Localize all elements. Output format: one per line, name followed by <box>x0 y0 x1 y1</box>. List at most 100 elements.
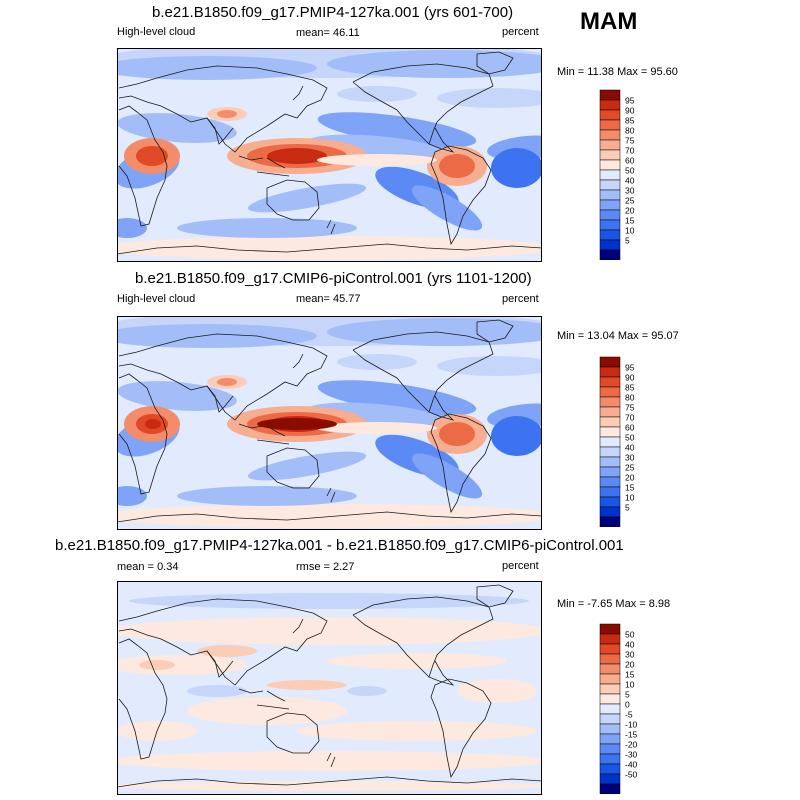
panel2-colorbar-tick-label: 5 <box>625 503 630 513</box>
panel3-minmax: Min = -7.65 Max = 8.98 <box>557 598 671 610</box>
panel3-colorbar-tick-label: -5 <box>625 710 633 720</box>
panel1-map-coastlines <box>117 51 542 255</box>
panel1-colorbar-swatch <box>599 149 621 161</box>
panel2-colorbar-swatch <box>599 366 621 378</box>
panel3-colorbar-swatch <box>599 643 621 655</box>
panel1-map-field <box>117 48 542 262</box>
panel3-colorbar-swatch <box>599 633 621 645</box>
panel1-mean: mean= 46.11 <box>296 27 360 39</box>
panel1-colorbar-tick-label: 25 <box>625 196 635 206</box>
panel3-colorbar-tick-label: 0 <box>625 700 630 710</box>
panel2-map-frame <box>117 316 542 530</box>
panel3-colorbar-swatch <box>599 723 621 735</box>
panel2-colorbar-tick-label: 60 <box>625 423 635 433</box>
panel3-colorbar-swatch <box>599 753 621 765</box>
panel1-colorbar-swatch <box>599 129 621 141</box>
panel3-units: percent <box>502 560 539 572</box>
panel2-colorbar-tick-label: 30 <box>625 453 635 463</box>
panel2-colorbar-tick-label: 90 <box>625 373 635 383</box>
panel1-colorbar-swatch <box>599 189 621 201</box>
panel1-colorbar-tick-label: 5 <box>625 236 630 246</box>
panel1-colorbar-swatch <box>599 199 621 211</box>
panel3-map <box>117 581 542 795</box>
panel1-colorbar-tick-label: 70 <box>625 146 635 156</box>
panel2-colorbar-tick-label: 40 <box>625 443 635 453</box>
panel3-colorbar-tick-label: -40 <box>625 760 638 770</box>
panel3-colorbar-swatch <box>599 673 621 685</box>
panel1-colorbar-tick-label: 80 <box>625 126 635 136</box>
panel2-colorbar-swatch <box>599 386 621 398</box>
panel1-colorbar-swatch <box>599 159 621 171</box>
panel1-colorbar-swatch <box>599 139 621 151</box>
panel2-colorbar-swatch <box>599 456 621 468</box>
panel3-colorbar-swatch <box>599 703 621 715</box>
panel2-colorbar-tick-label: 80 <box>625 393 635 403</box>
panel1-map <box>117 48 542 262</box>
panel3-colorbar-tick-label: 40 <box>625 640 635 650</box>
panel1-colorbar-swatch <box>599 229 621 241</box>
panel1-colorbar-swatch <box>599 99 621 111</box>
panel1-colorbar-tick-label: 95 <box>625 96 635 106</box>
panel3-colorbar-swatch <box>599 663 621 675</box>
panel3-colorbar-tick-label: 10 <box>625 680 635 690</box>
panel2-colorbar-swatch <box>599 396 621 408</box>
panel1-colorbar-tick-label: 10 <box>625 226 635 236</box>
panel1-colorbar-swatch <box>599 209 621 221</box>
panel2-colorbar-swatch <box>599 376 621 388</box>
panel2-colorbar-tick-label: 20 <box>625 473 635 483</box>
panel3-colorbar-tick-label: -50 <box>625 770 638 780</box>
panel3-rmse: rmse = 2.27 <box>296 561 355 573</box>
panel2-colorbar-swatch <box>599 466 621 478</box>
panel2-colorbar-swatch <box>599 416 621 428</box>
panel1-colorbar-swatch <box>599 179 621 191</box>
panel2-colorbar-tick-label: 75 <box>625 403 635 413</box>
panel3-colorbar-tick-label: 20 <box>625 660 635 670</box>
panel2-colorbar-swatch <box>599 506 621 518</box>
panel1-minmax: Min = 11.38 Max = 95.60 <box>557 66 678 78</box>
panel1-colorbar-swatch <box>599 89 621 101</box>
panel3-mean: mean = 0.34 <box>117 561 179 573</box>
panel2-units: percent <box>502 293 539 305</box>
panel2-colorbar-tick-label: 10 <box>625 493 635 503</box>
panel2-minmax: Min = 13.04 Max = 95.07 <box>557 330 679 342</box>
panel3-colorbar-tick-label: -30 <box>625 750 638 760</box>
panel3-title: b.e21.B1850.f09_g17.PMIP4-127ka.001 - b.… <box>55 537 624 554</box>
season-label: MAM <box>580 8 638 35</box>
panel1-colorbar-tick-label: 40 <box>625 176 635 186</box>
panel1-colorbar-tick-label: 20 <box>625 206 635 216</box>
panel2-colorbar-tick-label: 70 <box>625 413 635 423</box>
panel3-colorbar-swatch <box>599 623 621 635</box>
panel1-units: percent <box>502 26 539 38</box>
panel2-map-field <box>117 316 542 530</box>
panel2-colorbar-swatch <box>599 426 621 438</box>
panel1-title: b.e21.B1850.f09_g17.PMIP4-127ka.001 (yrs… <box>152 4 514 21</box>
panel1-map-frame <box>117 48 542 262</box>
panel1-colorbar-tick-label: 85 <box>625 116 635 126</box>
panel3-colorbar-tick-label: 15 <box>625 670 635 680</box>
panel1-colorbar-swatch <box>599 239 621 251</box>
panel1-colorbar-tick-label: 30 <box>625 186 635 196</box>
panel1-colorbar-tick-label: 60 <box>625 156 635 166</box>
panel2-variable-label: High-level cloud <box>117 293 196 305</box>
panel3-map-field <box>117 581 542 795</box>
panel1-colorbar-tick-label: 75 <box>625 136 635 146</box>
panel1-colorbar-swatch <box>599 109 621 121</box>
panel2-colorbar-swatch <box>599 436 621 448</box>
panel3-map-frame <box>117 581 542 795</box>
panel3-colorbar-swatch <box>599 743 621 755</box>
panel2-map <box>117 316 542 530</box>
panel2-colorbar-tick-label: 50 <box>625 433 635 443</box>
panel3-colorbar-swatch <box>599 713 621 725</box>
panel3-colorbar-swatch <box>599 653 621 665</box>
panel2-colorbar-tick-label: 95 <box>625 363 635 373</box>
panel2-colorbar-swatch <box>599 516 621 527</box>
panel3-colorbar-swatch <box>599 783 621 794</box>
panel1-colorbar-swatch <box>599 249 621 260</box>
panel2-colorbar-tick-label: 25 <box>625 463 635 473</box>
panel3-colorbar-swatch <box>599 733 621 745</box>
panel3-colorbar-tick-label: -15 <box>625 730 638 740</box>
panel1-colorbar-tick-label: 90 <box>625 106 635 116</box>
panel3-colorbar-swatch <box>599 683 621 695</box>
